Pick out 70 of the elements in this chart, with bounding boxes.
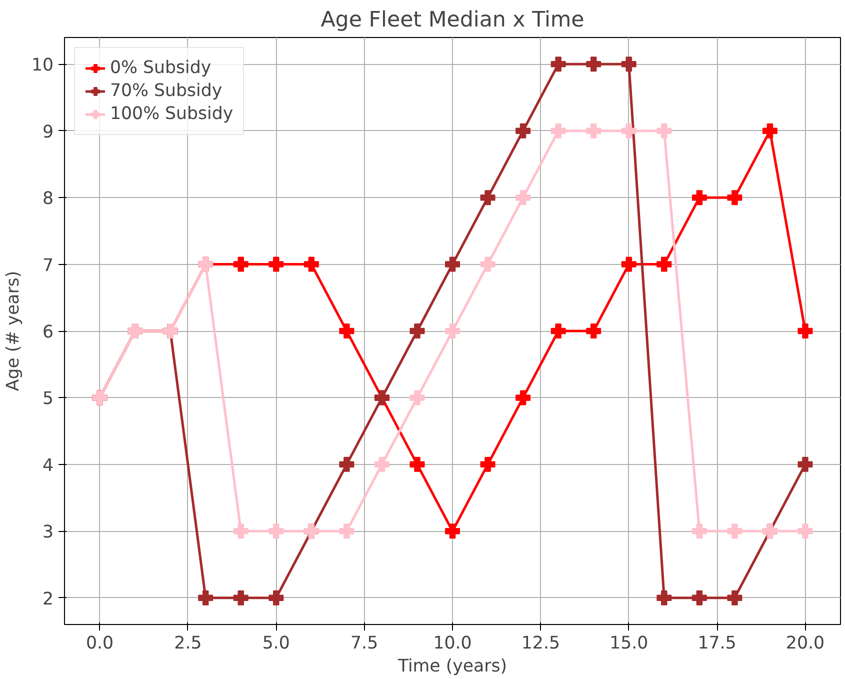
point (374, 456, 390, 472)
point (656, 123, 672, 138)
point (516, 123, 531, 138)
y-axis-title: Age (# years) (3, 270, 24, 392)
y-tick-label: 5 (42, 389, 54, 410)
point (621, 56, 636, 72)
point (339, 524, 354, 539)
point (692, 190, 707, 206)
point (480, 256, 496, 272)
point (410, 456, 425, 472)
point (692, 524, 707, 539)
point (410, 390, 425, 406)
x-tick-label: 20.0 (786, 634, 825, 654)
point (798, 324, 813, 338)
point (727, 190, 742, 206)
legend-label: 70% Subsidy (110, 81, 222, 101)
x-tick-label: 15.0 (610, 634, 648, 654)
point (727, 524, 742, 539)
x-tick-label: 7.5 (350, 634, 378, 654)
y-tick-label: 4 (42, 456, 54, 476)
point (445, 524, 460, 539)
x-tick-label: 5.0 (262, 634, 290, 654)
x-axis-title: Time (years) (396, 656, 508, 676)
point (198, 590, 214, 606)
y-tick-label: 10 (31, 56, 54, 76)
point (798, 524, 813, 539)
point (339, 324, 354, 338)
point (586, 56, 602, 72)
x-tick-label: 2.5 (174, 634, 202, 654)
point (550, 123, 566, 138)
y-tick-label: 9 (42, 122, 54, 142)
point (516, 190, 531, 206)
point (550, 324, 566, 338)
point (268, 590, 284, 606)
x-tick-label: 10.0 (433, 634, 472, 654)
point (233, 524, 248, 539)
point (621, 123, 636, 138)
point (268, 524, 284, 539)
point (480, 190, 496, 206)
point (304, 256, 319, 272)
point (621, 256, 636, 272)
point (268, 256, 284, 272)
legend-label: 100% Subsidy (110, 104, 234, 124)
point (692, 590, 707, 606)
legend-label: 0% Subsidy (110, 58, 212, 78)
y-tick-label: 6 (42, 322, 54, 342)
y-tick-label: 3 (42, 522, 54, 543)
point (762, 123, 778, 138)
y-tick-label: 8 (42, 189, 54, 210)
chart-title: Age Fleet Median x Time (320, 8, 584, 32)
y-tick-label: 7 (42, 256, 54, 276)
point (727, 590, 742, 606)
point (550, 56, 566, 72)
point (233, 590, 248, 606)
point (339, 456, 354, 472)
x-tick-label: 17.5 (698, 634, 736, 654)
point (798, 456, 813, 472)
x-tick-label: 12.5 (521, 634, 560, 654)
point (586, 324, 602, 338)
point (586, 123, 602, 138)
point (656, 590, 672, 606)
y-tick-label: 2 (42, 589, 54, 610)
point (410, 324, 425, 338)
point (233, 256, 248, 272)
x-tick-label: 0.0 (86, 634, 114, 654)
point (445, 256, 460, 272)
point (656, 256, 672, 272)
point (480, 456, 496, 472)
point (445, 324, 460, 338)
point (516, 390, 531, 406)
